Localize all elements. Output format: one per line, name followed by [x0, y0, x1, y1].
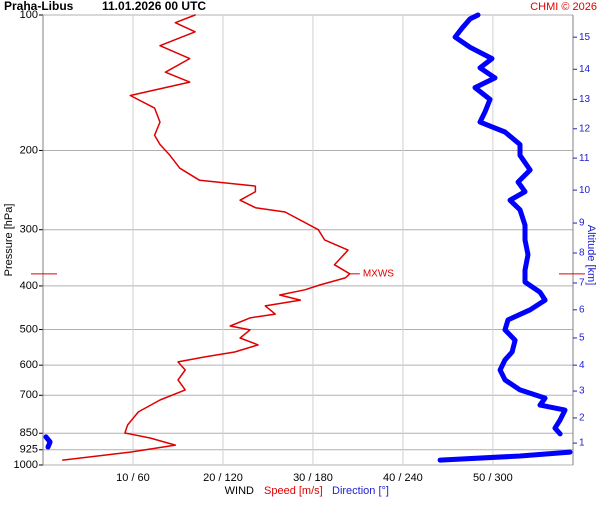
- y-axis-label: Pressure [hPa]: [3, 204, 15, 277]
- station: Praha-Libus: [4, 0, 74, 13]
- x-tick-label: 10 / 60: [116, 472, 150, 484]
- series-line: [43, 434, 53, 450]
- y2-tick-label: 13: [579, 94, 591, 105]
- y2-tick-label: 6: [579, 304, 585, 315]
- y2-tick-label: 9: [579, 218, 585, 229]
- y-tick-label: 1000: [14, 459, 38, 471]
- series-line: [62, 14, 351, 461]
- y2-tick-label: 10: [579, 185, 591, 196]
- y2-tick-label: 8: [579, 248, 585, 259]
- y2-tick-label: 12: [579, 123, 591, 134]
- y-tick-label: 500: [20, 323, 38, 335]
- mxws-label: MXWS: [363, 268, 394, 279]
- legend-direction: Direction [°]: [332, 485, 389, 497]
- time: 11.01.2026 00 UTC: [102, 0, 206, 13]
- x-tick-label: 30 / 180: [293, 472, 333, 484]
- series-line: [437, 449, 573, 463]
- y2-tick-label: 3: [579, 386, 585, 397]
- y-tick-label: 925: [20, 444, 38, 456]
- y2-tick-label: 4: [579, 360, 585, 371]
- y-tick-label: 850: [20, 427, 38, 439]
- y-tick-label: 100: [20, 9, 38, 21]
- y-tick-label: 700: [20, 389, 38, 401]
- x-tick-label: 50 / 300: [473, 472, 513, 484]
- x-tick-label: 40 / 240: [383, 472, 423, 484]
- y-tick-label: 200: [20, 144, 38, 156]
- y2-tick-label: 2: [579, 413, 585, 424]
- series-line: [452, 12, 568, 437]
- y-tick-label: 600: [20, 359, 38, 371]
- y2-tick-label: 7: [579, 278, 585, 289]
- y-tick-label: 300: [20, 224, 38, 236]
- source: CHMI © 2026: [530, 1, 597, 13]
- y2-tick-label: 11: [579, 153, 590, 164]
- y2-tick-label: 14: [579, 64, 591, 75]
- legend-speed: Speed [m/s]: [264, 485, 323, 497]
- y2-tick-label: 15: [579, 32, 591, 43]
- x-tick-label: 20 / 120: [203, 472, 243, 484]
- y2-tick-label: 5: [579, 333, 585, 344]
- x-axis-label: WIND: [225, 485, 254, 497]
- y-tick-label: 400: [20, 280, 38, 292]
- y2-axis-label: Altitude [km]: [585, 225, 597, 286]
- y2-tick-label: 1: [579, 438, 585, 449]
